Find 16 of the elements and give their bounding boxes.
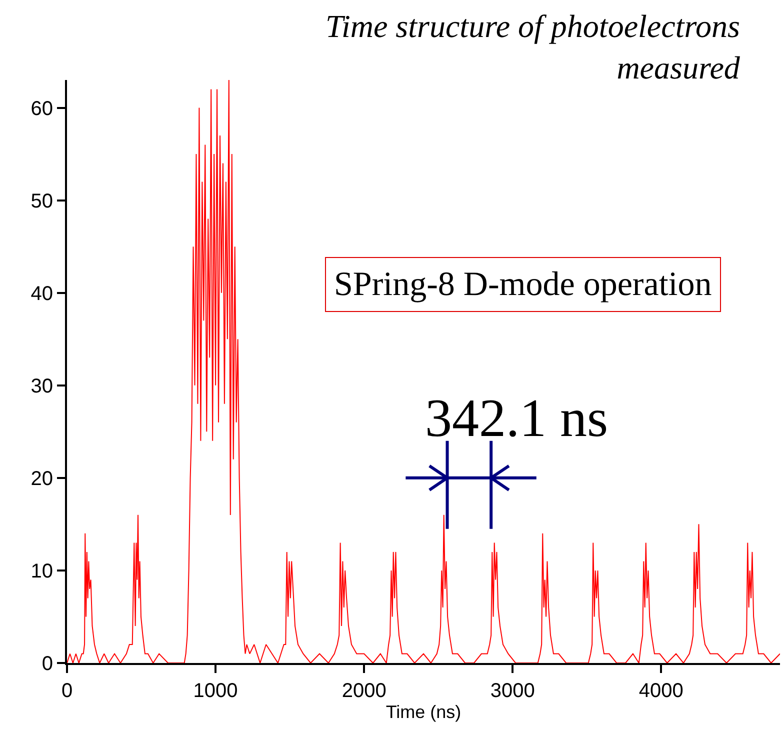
x-tick-label: 0 [61, 680, 73, 702]
chart-title: Time structure of photoelectrons measured [325, 8, 741, 86]
y-tick-label: 50 [30, 190, 53, 212]
y-tick-label: 0 [42, 653, 53, 675]
x-axis-title: Time (ns) [386, 702, 462, 722]
y-tick-label: 40 [30, 282, 53, 305]
annotation: SPring-8 D-mode operation [334, 266, 712, 303]
annotation: 342.1 ns [425, 388, 608, 448]
x-tick-label: 3000 [490, 680, 535, 702]
y-tick-label: 60 [30, 98, 53, 120]
y-tick-label: 10 [30, 560, 53, 582]
y-tick-label: 20 [30, 468, 53, 490]
x-tick-label: 1000 [193, 680, 238, 702]
y-tick-label: 30 [30, 375, 53, 398]
x-tick-label: 4000 [638, 680, 684, 702]
x-tick-label: 2000 [342, 680, 386, 702]
